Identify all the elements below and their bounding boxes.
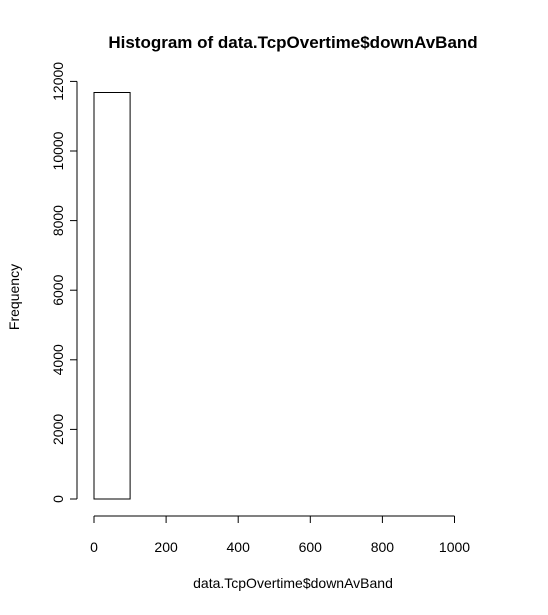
x-tick-label: 400 (227, 539, 251, 555)
y-tick-label: 2000 (50, 414, 66, 445)
x-tick-label: 600 (299, 539, 323, 555)
y-axis: 0 2000 4000 6000 8000 10000 12000 (50, 62, 77, 503)
y-tick-label: 0 (50, 495, 66, 503)
y-tick-label: 10000 (50, 131, 66, 170)
bars-group (94, 93, 130, 500)
y-tick-label: 8000 (50, 205, 66, 236)
y-tick-label: 4000 (50, 344, 66, 375)
x-tick-label: 800 (371, 539, 395, 555)
x-tick-label: 1000 (439, 539, 470, 555)
y-tick-label: 12000 (50, 62, 66, 101)
x-tick-label: 200 (154, 539, 178, 555)
x-axis: 0 200 400 600 800 1000 (90, 516, 470, 555)
y-axis-label: Frequency (6, 264, 22, 330)
bar-bin-0 (94, 93, 130, 500)
y-tick-label: 6000 (50, 274, 66, 305)
x-axis-label: data.TcpOvertime$downAvBand (193, 575, 393, 591)
x-tick-label: 0 (90, 539, 98, 555)
chart-title: Histogram of data.TcpOvertime$downAvBand (108, 33, 477, 52)
